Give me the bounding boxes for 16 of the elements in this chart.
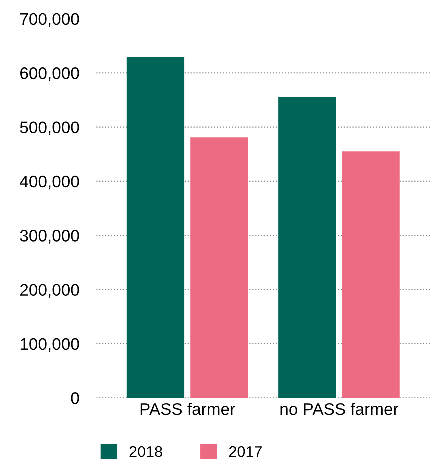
x-tick-label: no PASS farmer [280,403,399,416]
bar [126,57,185,398]
legend-label: 2018 [130,446,162,458]
y-tick-label: 400,000 [20,176,80,190]
y-tick-label: 500,000 [20,122,80,136]
x-tick-label: PASS farmer [140,403,236,416]
bar [190,138,248,398]
y-tick-label: 0 [71,392,80,404]
y-tick-label: 600,000 [20,68,80,82]
bar [342,152,400,398]
y-tick-label: 700,000 [20,13,80,28]
bar [278,96,336,398]
y-tick-label: 200,000 [20,284,80,298]
y-tick-label: 100,000 [20,338,80,352]
y-tick-label: 300,000 [20,230,80,244]
legend-label: 2017 [229,446,262,458]
